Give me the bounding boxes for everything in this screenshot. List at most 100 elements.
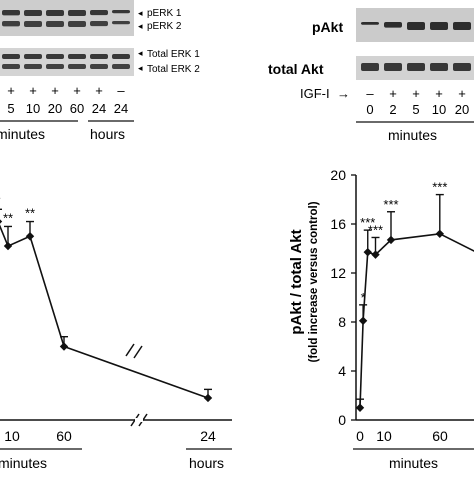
perk2-band	[24, 21, 42, 27]
perk1-band	[46, 10, 64, 16]
total-erk-bands	[2, 54, 130, 69]
left-chart: ***** 10 60 24 minutes hours	[0, 193, 232, 471]
left-lane-time: 10	[26, 101, 40, 116]
right-y-tick-label: 20	[330, 167, 346, 183]
right-ylabel: pAkt / total Akt	[288, 229, 305, 334]
pakt-band	[361, 22, 379, 25]
right-data-point	[358, 316, 368, 325]
left-series-line-hours	[63, 345, 209, 399]
right-y-tick-label: 16	[330, 216, 346, 232]
right-data-point	[371, 250, 380, 259]
perk2-band	[46, 21, 64, 27]
left-data-point	[0, 219, 3, 224]
right-y-tick-label: 0	[338, 412, 346, 428]
left-lane-time: 60	[70, 101, 84, 116]
right-lane-time: 10	[432, 102, 446, 117]
total-erk1-label: Total ERK 1	[147, 49, 200, 60]
left-lane-time: 24	[114, 101, 128, 116]
total-erk1-band	[24, 54, 42, 59]
left-lane-sign: +	[29, 83, 37, 98]
left-sig-label: **	[3, 210, 13, 225]
right-lane-sign: +	[412, 86, 420, 101]
igf-arrow: →	[337, 86, 350, 101]
perk-blot	[0, 0, 134, 36]
left-lane-sign: –	[117, 83, 125, 98]
right-top-minutes-label: minutes	[388, 127, 437, 143]
total-akt-band	[361, 63, 379, 71]
right-y-ticks: 0 4 8 12 16 20	[330, 167, 356, 428]
right-lane-sign: +	[435, 86, 443, 101]
total-erk2-band	[46, 64, 64, 69]
total-erk2-band	[90, 64, 108, 69]
svg-text:◂: ◂	[138, 21, 143, 31]
left-series: *****	[0, 193, 213, 403]
left-sig-label: *	[0, 193, 1, 208]
perk1-band	[24, 10, 42, 16]
perk2-band	[112, 21, 130, 25]
right-minutes-label: minutes	[389, 455, 438, 471]
pakt-label: pAkt	[312, 19, 343, 35]
total-erk2-band	[24, 64, 42, 69]
perk1-label: pERK 1	[147, 8, 182, 19]
right-chart: pAkt / total Akt (fold increase versus c…	[288, 167, 474, 471]
right-lane-time: 2	[389, 102, 396, 117]
left-data-point	[203, 393, 213, 403]
right-sig-label: ***	[368, 222, 383, 237]
svg-text:◂: ◂	[138, 48, 143, 58]
perk1-band	[90, 10, 108, 16]
total-akt-band	[453, 63, 471, 71]
right-lane-sign: +	[389, 86, 397, 101]
right-series: *************	[355, 180, 474, 412]
left-data-point	[3, 241, 13, 251]
right-lane-time: 20	[455, 102, 469, 117]
right-data-point	[435, 229, 444, 238]
left-top-minutes-label: minutes	[0, 126, 45, 142]
left-lane-time: 24	[92, 101, 106, 116]
left-plus-minus-row: + + + + + –	[7, 83, 125, 98]
total-erk2-label: Total ERK 2	[147, 64, 200, 75]
total-akt-band	[430, 63, 448, 71]
right-plus-minus-row: – + + + +	[366, 86, 465, 101]
left-lane-sign: +	[7, 83, 15, 98]
left-sig-label: **	[25, 206, 35, 221]
perk2-band	[2, 21, 20, 27]
left-lane-time: 5	[7, 101, 14, 116]
pakt-band	[384, 22, 402, 28]
total-erk2-band	[112, 64, 130, 69]
left-line-break	[125, 343, 143, 359]
left-series-line	[0, 224, 65, 347]
right-sig-label: ***	[360, 215, 375, 230]
right-y-tick-label: 4	[338, 363, 346, 379]
perk2-band	[90, 21, 108, 27]
igf-label: IGF-I	[300, 86, 330, 101]
right-lane-time: 0	[366, 102, 373, 117]
left-minutes-label: minutes	[0, 455, 47, 471]
total-erk1-band	[90, 54, 108, 59]
perk-markers: ◂ ◂ ◂ ◂	[138, 8, 143, 73]
right-series-line	[359, 232, 474, 408]
right-xtick-60: 60	[432, 428, 448, 444]
total-erk1-band	[2, 54, 20, 59]
total-erk2-band	[68, 64, 86, 69]
left-xtick-24: 24	[200, 428, 216, 444]
left-lane-sign: +	[51, 83, 59, 98]
right-y-tick-label: 8	[338, 314, 346, 330]
perk1-band	[2, 10, 20, 16]
left-axis-break	[130, 413, 148, 427]
right-y-tick-label: 12	[330, 265, 346, 281]
perk2-band	[68, 21, 86, 27]
left-data-point	[25, 232, 35, 241]
svg-text:◂: ◂	[138, 63, 143, 73]
perk-bands	[2, 10, 130, 27]
perk2-label: pERK 2	[147, 21, 182, 32]
pakt-bands	[361, 22, 471, 30]
pakt-band	[453, 22, 471, 30]
total-erk-blot	[0, 48, 134, 76]
left-xtick-10: 10	[4, 428, 20, 444]
left-time-row: 5 10 20 60 24 24	[7, 101, 128, 116]
right-lane-time: 5	[412, 102, 419, 117]
pakt-band	[407, 22, 425, 30]
perk1-band	[68, 10, 86, 16]
left-lane-time: 20	[48, 101, 62, 116]
